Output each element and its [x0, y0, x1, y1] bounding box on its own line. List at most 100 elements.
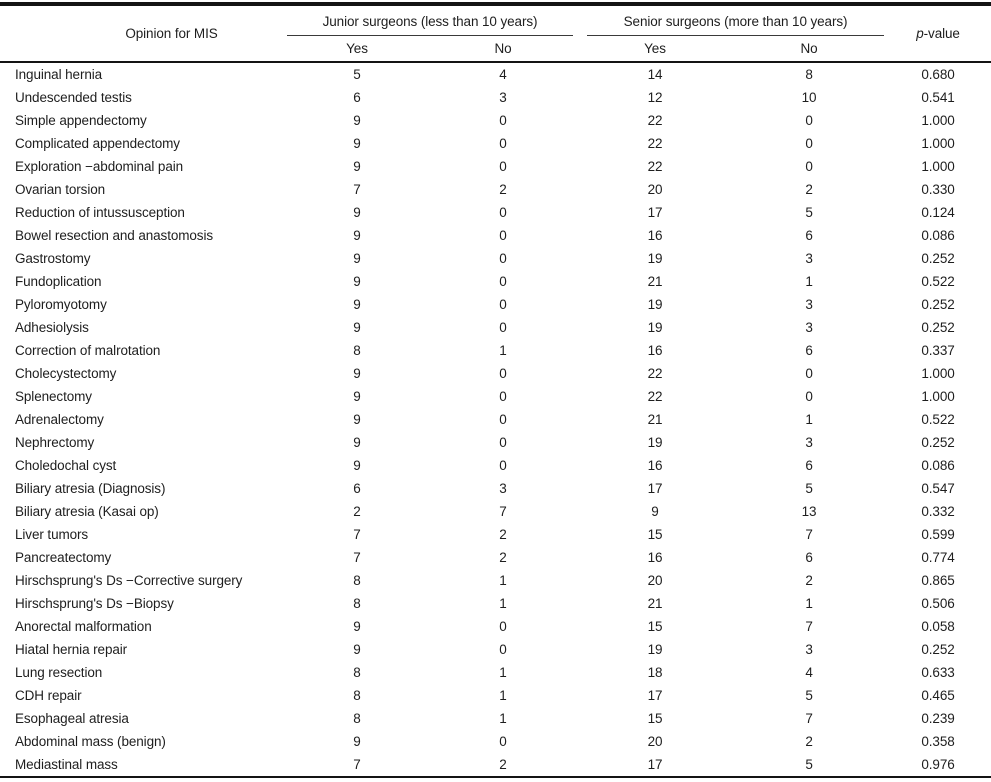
pvalue-cell: 0.252	[921, 297, 955, 312]
opinion-cell: Adrenalectomy	[15, 412, 104, 427]
senior-no-cell: 7	[805, 527, 813, 542]
junior-no-cell: 0	[499, 205, 507, 220]
opinion-cell: Splenectomy	[15, 389, 92, 404]
opinion-cell: CDH repair	[15, 688, 82, 703]
opinion-cell: Biliary atresia (Diagnosis)	[15, 481, 166, 496]
senior-no-cell: 2	[805, 573, 813, 588]
pvalue-cell: 0.680	[921, 67, 955, 82]
junior-yes-cell: 9	[353, 412, 361, 427]
table-row: Biliary atresia (Kasai op) 2 7 9 13 0.332	[0, 500, 991, 523]
senior-no-cell: 6	[805, 550, 813, 565]
senior-no-cell: 2	[805, 734, 813, 749]
senior-no-cell: 0	[805, 113, 813, 128]
header-group-row: Opinion for MIS Junior surgeons (less th…	[0, 4, 991, 63]
senior-yes-cell: 21	[647, 412, 663, 427]
header-sub-row: Yes No Yes No	[0, 36, 991, 63]
senior-no-cell: 5	[805, 205, 813, 220]
column-header-pvalue: p-value	[885, 4, 991, 63]
senior-no-cell: 2	[805, 182, 813, 197]
senior-yes-cell: 15	[647, 711, 663, 726]
opinion-cell: Hirschsprung's Ds −Biopsy	[15, 596, 174, 611]
opinion-cell: Inguinal hernia	[15, 67, 103, 82]
table-row: Lung resection 8 1 18 4 0.633	[0, 661, 991, 684]
junior-yes-cell: 9	[353, 642, 361, 657]
junior-no-cell: 1	[499, 573, 507, 588]
opinion-cell: Ovarian torsion	[15, 182, 106, 197]
senior-no-cell: 6	[805, 343, 813, 358]
junior-no-cell: 0	[499, 251, 507, 266]
opinion-cell: Fundoplication	[15, 274, 102, 289]
senior-yes-cell: 20	[647, 182, 663, 197]
senior-yes-cell: 19	[647, 435, 663, 450]
senior-yes-cell: 19	[647, 642, 663, 657]
junior-no-cell: 0	[499, 113, 507, 128]
senior-yes-cell: 17	[647, 481, 663, 496]
opinion-cell: Abdominal mass (benign)	[15, 734, 166, 749]
junior-no-cell: 1	[499, 596, 507, 611]
junior-no-cell: 0	[499, 159, 507, 174]
junior-yes-cell: 8	[353, 688, 361, 703]
junior-no-cell: 1	[499, 665, 507, 680]
pvalue-cell: 0.506	[921, 596, 955, 611]
senior-yes-cell: 17	[647, 205, 663, 220]
junior-yes-cell: 9	[353, 458, 361, 473]
senior-no-cell: 8	[805, 67, 813, 82]
senior-no-cell: 13	[801, 504, 817, 519]
opinion-cell: Exploration −abdominal pain	[15, 159, 184, 174]
table-row: Liver tumors 7 2 15 7 0.599	[0, 523, 991, 546]
junior-yes-cell: 6	[353, 481, 361, 496]
junior-yes-cell: 6	[353, 90, 361, 105]
senior-yes-cell: 17	[647, 688, 663, 703]
junior-yes-cell: 7	[353, 182, 361, 197]
pvalue-cell: 0.086	[921, 228, 955, 243]
group-header-junior-label: Junior surgeons (less than 10 years)	[287, 14, 574, 36]
table-row: Bowel resection and anastomosis 9 0 16 6 0.08…	[0, 224, 991, 247]
senior-no-cell: 3	[805, 297, 813, 312]
pvalue-cell: 0.252	[921, 320, 955, 335]
pvalue-cell: 0.058	[921, 619, 955, 634]
table-row: Pyloromyotomy 9 0 19 3 0.252	[0, 293, 991, 316]
pvalue-cell: 0.337	[921, 343, 955, 358]
senior-yes-cell: 22	[647, 113, 663, 128]
pvalue-cell: 0.599	[921, 527, 955, 542]
senior-yes-cell: 19	[647, 320, 663, 335]
opinion-cell: Gastrostomy	[15, 251, 91, 266]
senior-yes-cell: 16	[647, 343, 663, 358]
table-row: Ovarian torsion 7 2 20 2 0.330	[0, 178, 991, 201]
table-row: Nephrectomy 9 0 19 3 0.252	[0, 431, 991, 454]
junior-no-cell: 2	[499, 550, 507, 565]
junior-no-cell: 0	[499, 274, 507, 289]
table-row: Splenectomy 9 0 22 0 1.000	[0, 385, 991, 408]
senior-yes-cell: 21	[647, 596, 663, 611]
table-row: Complicated appendectomy 9 0 22 0 1.000	[0, 132, 991, 155]
junior-no-cell: 0	[499, 458, 507, 473]
pvalue-cell: 0.332	[921, 504, 955, 519]
junior-no-cell: 0	[499, 642, 507, 657]
junior-no-cell: 4	[499, 67, 507, 82]
junior-no-cell: 3	[499, 90, 507, 105]
senior-yes-cell: 22	[647, 389, 663, 404]
opinion-cell: Simple appendectomy	[15, 113, 147, 128]
subheader-senior-yes: Yes	[577, 36, 734, 63]
opinion-cell: Liver tumors	[15, 527, 89, 542]
column-header-opinion: Opinion for MIS	[0, 4, 285, 63]
senior-yes-cell: 9	[651, 504, 659, 519]
opinion-cell: Hirschsprung's Ds −Corrective surgery	[15, 573, 243, 588]
opinion-cell: Complicated appendectomy	[15, 136, 180, 151]
junior-no-cell: 1	[499, 711, 507, 726]
senior-yes-cell: 15	[647, 619, 663, 634]
table-row: Biliary atresia (Diagnosis) 6 3 17 5 0.547	[0, 477, 991, 500]
junior-yes-cell: 5	[353, 67, 361, 82]
senior-no-cell: 3	[805, 251, 813, 266]
table-header: Opinion for MIS Junior surgeons (less th…	[0, 4, 991, 63]
pvalue-cell: 0.086	[921, 458, 955, 473]
pvalue-cell: 1.000	[921, 366, 955, 381]
table-row: Hirschsprung's Ds −Biopsy 8 1 21 1 0.506	[0, 592, 991, 615]
senior-no-cell: 0	[805, 366, 813, 381]
junior-yes-cell: 9	[353, 435, 361, 450]
senior-no-cell: 0	[805, 159, 813, 174]
opinion-cell: Anorectal malformation	[15, 619, 152, 634]
table-row: Choledochal cyst 9 0 16 6 0.086	[0, 454, 991, 477]
senior-yes-cell: 16	[647, 228, 663, 243]
